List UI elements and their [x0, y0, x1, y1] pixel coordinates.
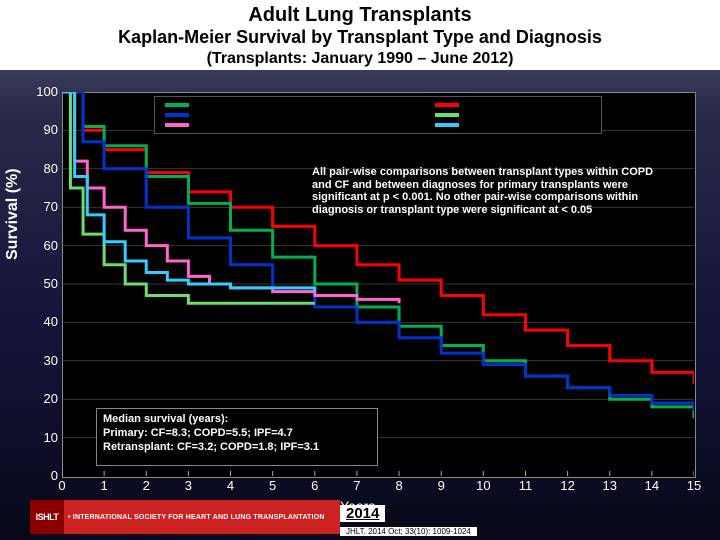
median-title: Median survival (years):	[103, 413, 371, 427]
x-tick: 13	[600, 478, 620, 493]
title-range: (Transplants: January 1990 – June 2012)	[0, 50, 720, 68]
x-tick: 8	[389, 478, 409, 493]
y-tick: 70	[30, 199, 58, 214]
x-tick: 12	[558, 478, 578, 493]
stats-note: All pair-wise comparisons between transp…	[312, 166, 674, 217]
y-tick: 100	[30, 84, 58, 99]
y-tick: 20	[30, 391, 58, 406]
legend	[154, 96, 602, 134]
title-sub: Kaplan-Meier Survival by Transplant Type…	[0, 27, 720, 48]
y-tick: 90	[30, 122, 58, 137]
x-tick: 9	[431, 478, 451, 493]
x-tick: 10	[473, 478, 493, 493]
y-tick: 60	[30, 238, 58, 253]
median-retx: Retransplant: CF=3.2; COPD=1.8; IPF=3.1	[103, 441, 371, 455]
x-tick: 11	[515, 478, 535, 493]
ishlt-badge: ISHLT	[30, 500, 64, 534]
footer-year: 2014	[340, 505, 385, 522]
footer: ISHLT • INTERNATIONAL SOCIETY FOR HEART …	[0, 494, 720, 540]
y-axis-label: Survival (%)	[4, 168, 22, 260]
x-tick: 5	[263, 478, 283, 493]
title-main: Adult Lung Transplants	[0, 4, 720, 27]
footer-citation: JHLT. 2014 Oct; 33(10): 1009-1024	[340, 527, 477, 536]
x-tick: 4	[221, 478, 241, 493]
x-tick: 1	[94, 478, 114, 493]
slide-root: Adult Lung Transplants Kaplan-Meier Surv…	[0, 0, 720, 540]
median-primary: Primary: CF=8.3; COPD=5.5; IPF=4.7	[103, 427, 371, 441]
legend-swatches	[155, 97, 601, 133]
y-tick: 40	[30, 314, 58, 329]
x-tick: 14	[642, 478, 662, 493]
title-block: Adult Lung Transplants Kaplan-Meier Surv…	[0, 0, 720, 70]
x-tick: 7	[347, 478, 367, 493]
x-tick: 15	[684, 478, 704, 493]
y-tick: 30	[30, 353, 58, 368]
y-tick: 50	[30, 276, 58, 291]
ishlt-text: • INTERNATIONAL SOCIETY FOR HEART AND LU…	[68, 514, 325, 521]
y-tick: 80	[30, 161, 58, 176]
x-tick: 2	[136, 478, 156, 493]
median-survival-box: Median survival (years): Primary: CF=8.3…	[96, 408, 378, 466]
x-tick: 0	[52, 478, 72, 493]
ishlt-logo: ISHLT • INTERNATIONAL SOCIETY FOR HEART …	[30, 500, 340, 534]
x-tick: 3	[178, 478, 198, 493]
y-tick: 10	[30, 430, 58, 445]
x-tick: 6	[305, 478, 325, 493]
